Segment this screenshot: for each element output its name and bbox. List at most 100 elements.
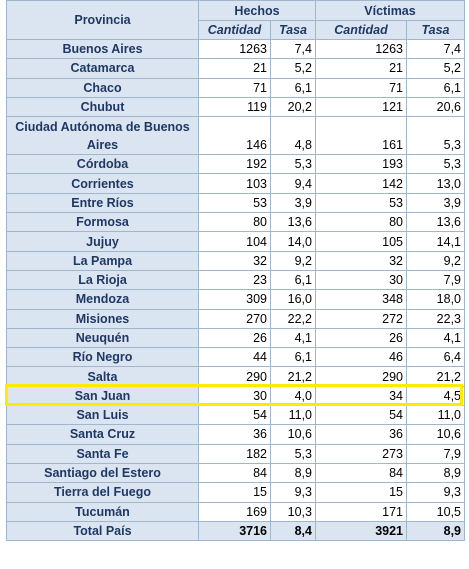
victimas-cantidad-cell: 273 <box>315 443 407 464</box>
hechos-cantidad-cell: 23 <box>198 269 271 291</box>
table-row: Santa Cruz 36 10,6 36 10,6 <box>6 424 466 445</box>
victimas-cantidad-cell: 272 <box>315 308 407 329</box>
hechos-cantidad-cell: 71 <box>198 77 271 98</box>
province-cell: Total País <box>6 520 199 542</box>
province-cell: Chaco <box>6 77 199 98</box>
hechos-cantidad-cell: 44 <box>198 347 271 368</box>
victimas-cantidad-cell: 71 <box>315 77 407 98</box>
victimas-tasa-cell: 9,3 <box>405 482 466 503</box>
victimas-cantidad-cell: 30 <box>315 269 407 291</box>
hechos-tasa-cell: 4,1 <box>270 327 316 349</box>
hechos-tasa-cell: 6,1 <box>270 269 316 291</box>
province-cell: Río Negro <box>6 347 199 368</box>
table-row: Corrientes 103 9,4 142 13,0 <box>6 173 466 194</box>
table-body: Buenos Aires 1263 7,4 1263 7,4 Catamarca 21 5,2… <box>6 38 466 542</box>
victimas-tasa-cell: 11,0 <box>405 405 466 426</box>
header-hechos-tasa: Tasa <box>270 20 316 40</box>
statistics-table: Provincia Hechos Víctimas Cantidad Tasa … <box>6 0 466 542</box>
province-cell: La Pampa <box>6 250 199 271</box>
victimas-tasa-cell: 18,0 <box>405 289 466 310</box>
hechos-tasa-cell: 5,2 <box>270 58 316 79</box>
province-cell: Tucumán <box>6 501 199 522</box>
table-row: La Rioja 23 6,1 30 7,9 <box>6 269 466 291</box>
province-cell: Salta <box>6 366 199 387</box>
table-row: Chaco 71 6,1 71 6,1 <box>6 77 466 98</box>
hechos-tasa-cell: 11,0 <box>270 405 316 426</box>
victimas-cantidad-cell: 53 <box>315 192 407 214</box>
victimas-tasa-cell: 4,1 <box>405 327 466 349</box>
hechos-cantidad-cell: 54 <box>198 405 271 426</box>
table-row: Tucumán 169 10,3 171 10,5 <box>6 501 466 522</box>
table-row: La Pampa 32 9,2 32 9,2 <box>6 250 466 271</box>
victimas-cantidad-cell: 21 <box>315 58 407 79</box>
hechos-cantidad-cell: 15 <box>198 482 271 503</box>
victimas-tasa-cell: 4,5 <box>405 385 466 407</box>
hechos-cantidad-cell: 21 <box>198 58 271 79</box>
province-cell: Neuquén <box>6 327 199 349</box>
province-cell: Chubut <box>6 96 199 118</box>
hechos-tasa-cell: 5,3 <box>270 154 316 175</box>
table-row: Ciudad Autónoma de Buenos Aires 146 4,8 161… <box>6 116 466 156</box>
table-row: Chubut 119 20,2 121 20,6 <box>6 96 466 118</box>
hechos-cantidad-cell: 192 <box>198 154 271 175</box>
province-cell: Santa Cruz <box>6 424 199 445</box>
province-cell: Ciudad Autónoma de Buenos Aires <box>6 116 199 156</box>
hechos-cantidad-cell: 119 <box>198 96 271 118</box>
hechos-tasa-cell: 13,6 <box>270 212 316 233</box>
province-cell: La Rioja <box>6 269 199 291</box>
province-cell: San Juan <box>6 385 199 407</box>
victimas-tasa-cell: 20,6 <box>405 96 466 118</box>
table-row: Santiago del Estero 84 8,9 84 8,9 <box>6 462 466 484</box>
hechos-tasa-cell: 4,8 <box>270 116 316 156</box>
victimas-cantidad-cell: 121 <box>315 96 407 118</box>
victimas-cantidad-cell: 161 <box>315 116 407 156</box>
table-row: Total País 3716 8,4 3921 8,9 <box>6 520 466 542</box>
victimas-tasa-cell: 9,2 <box>405 250 466 271</box>
hechos-tasa-cell: 14,0 <box>270 231 316 252</box>
province-cell: Formosa <box>6 212 199 233</box>
victimas-tasa-cell: 6,1 <box>405 77 466 98</box>
hechos-cantidad-cell: 104 <box>198 231 271 252</box>
hechos-cantidad-cell: 1263 <box>198 38 271 60</box>
hechos-tasa-cell: 9,2 <box>270 250 316 271</box>
victimas-tasa-cell: 21,2 <box>405 366 466 387</box>
table-row: Jujuy 104 14,0 105 14,1 <box>6 231 466 252</box>
table-row: San Juan 30 4,0 34 4,5 <box>6 385 466 407</box>
victimas-tasa-cell: 8,9 <box>405 462 466 484</box>
header-victimas-cantidad: Cantidad <box>315 20 407 40</box>
table-row: Córdoba 192 5,3 193 5,3 <box>6 154 466 175</box>
province-cell: Misiones <box>6 308 199 329</box>
victimas-tasa-cell: 5,3 <box>405 154 466 175</box>
victimas-cantidad-cell: 26 <box>315 327 407 349</box>
province-cell: Santa Fe <box>6 443 199 464</box>
province-cell: Buenos Aires <box>6 38 199 60</box>
hechos-cantidad-cell: 309 <box>198 289 271 310</box>
victimas-cantidad-cell: 54 <box>315 405 407 426</box>
hechos-tasa-cell: 9,4 <box>270 173 316 194</box>
hechos-cantidad-cell: 3716 <box>198 520 271 542</box>
hechos-cantidad-cell: 36 <box>198 424 271 445</box>
hechos-tasa-cell: 21,2 <box>270 366 316 387</box>
table-row: Buenos Aires 1263 7,4 1263 7,4 <box>6 38 466 60</box>
victimas-cantidad-cell: 348 <box>315 289 407 310</box>
table-row: Catamarca 21 5,2 21 5,2 <box>6 58 466 79</box>
hechos-cantidad-cell: 80 <box>198 212 271 233</box>
hechos-cantidad-cell: 290 <box>198 366 271 387</box>
victimas-tasa-cell: 7,9 <box>405 269 466 291</box>
hechos-tasa-cell: 6,1 <box>270 77 316 98</box>
table-row: Formosa 80 13,6 80 13,6 <box>6 212 466 233</box>
hechos-cantidad-cell: 182 <box>198 443 271 464</box>
table-row: Tierra del Fuego 15 9,3 15 9,3 <box>6 482 466 503</box>
header-hechos: Hechos <box>198 0 316 21</box>
victimas-cantidad-cell: 193 <box>315 154 407 175</box>
hechos-tasa-cell: 22,2 <box>270 308 316 329</box>
victimas-cantidad-cell: 34 <box>315 385 407 407</box>
table-row: Neuquén 26 4,1 26 4,1 <box>6 327 466 349</box>
victimas-cantidad-cell: 80 <box>315 212 407 233</box>
table-row: Salta 290 21,2 290 21,2 <box>6 366 466 387</box>
victimas-tasa-cell: 3,9 <box>405 192 466 214</box>
victimas-cantidad-cell: 15 <box>315 482 407 503</box>
province-cell: Jujuy <box>6 231 199 252</box>
hechos-cantidad-cell: 103 <box>198 173 271 194</box>
header-provincia: Provincia <box>6 0 199 40</box>
